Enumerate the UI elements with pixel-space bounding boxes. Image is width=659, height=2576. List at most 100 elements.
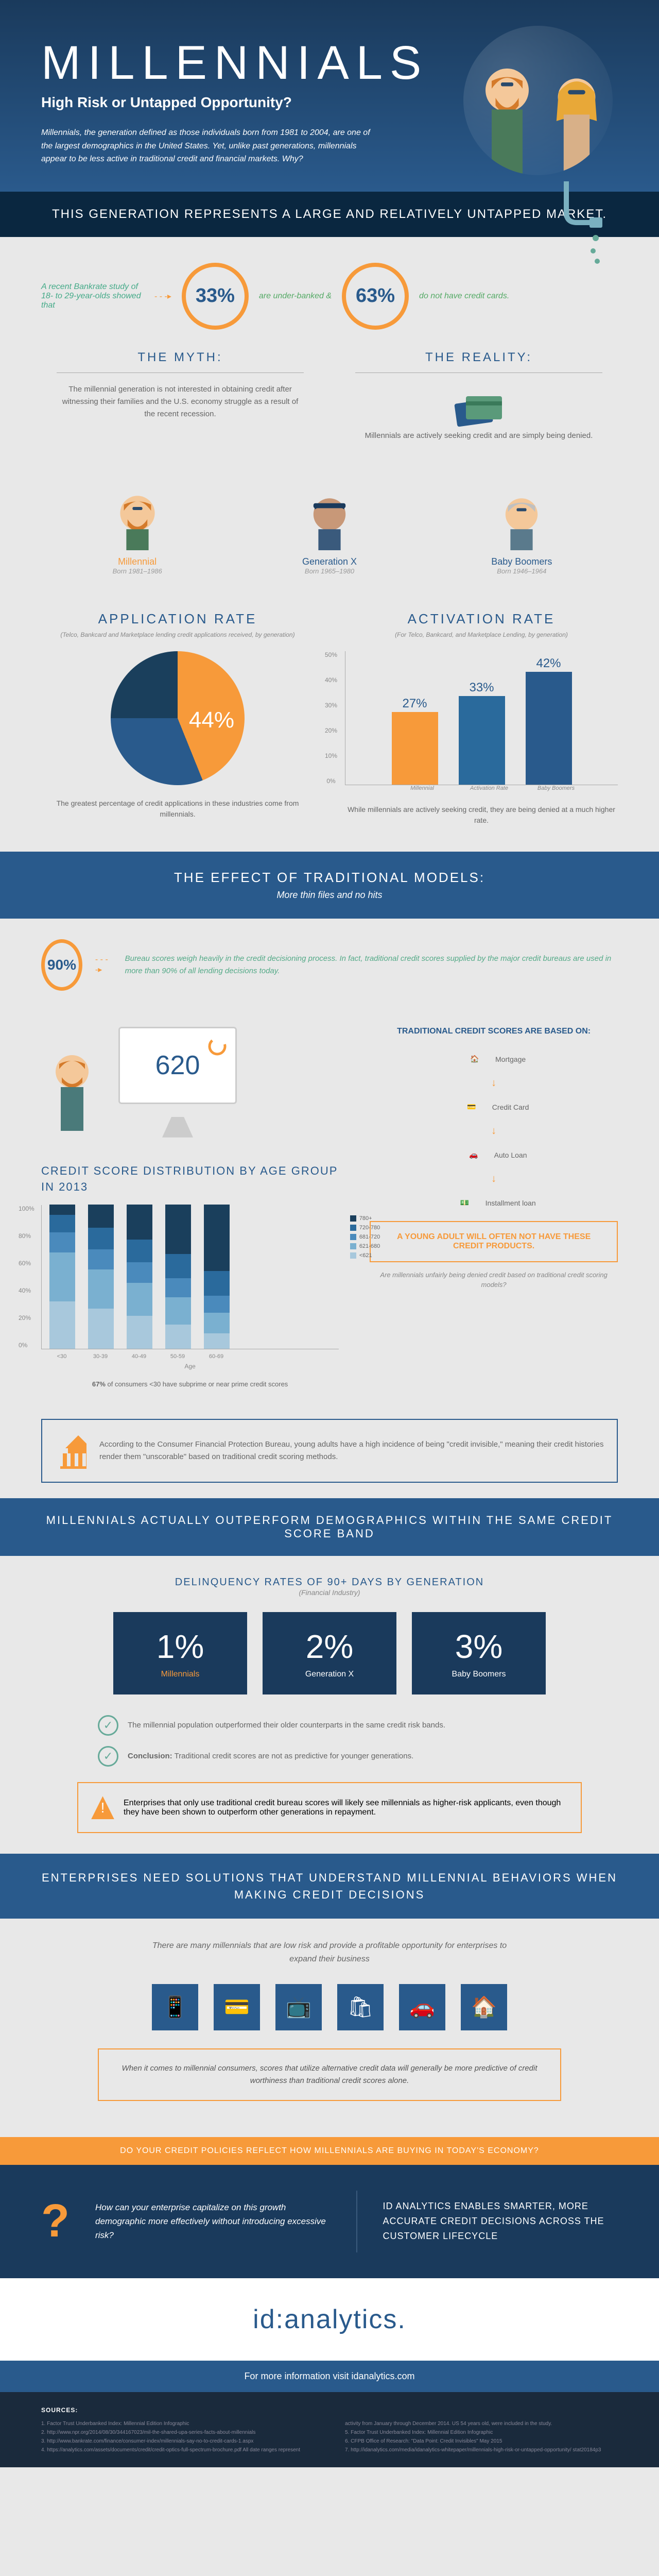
bar: 42%: [526, 672, 572, 784]
trad-item: 🏠Mortgage: [462, 1049, 526, 1070]
bar-value: 27%: [392, 697, 438, 711]
x-label: Activation Rate: [466, 785, 512, 791]
generation-0: MillennialBorn 1981–1986: [107, 488, 168, 575]
visit-band: For more information visit idanalytics.c…: [0, 2361, 659, 2392]
act-title: ACTIVATION RATE: [345, 611, 618, 627]
trad-item-label: Credit Card: [492, 1103, 529, 1111]
trad-item-icon: 💵: [452, 1193, 478, 1213]
ent-highlight-box: When it comes to millennial consumers, s…: [98, 2048, 561, 2101]
reality-box: THE REALITY: Millennials are actively se…: [340, 350, 618, 442]
pct-33: 33%: [182, 263, 249, 330]
avatar-icon: [107, 488, 168, 550]
warning-row: ! Enterprises that only use traditional …: [77, 1782, 582, 1833]
reality-text: Millennials are actively seeking credit …: [355, 430, 602, 442]
warning-icon: !: [91, 1796, 114, 1819]
faucet-icon: [556, 181, 608, 274]
age-label: <30: [49, 1353, 75, 1360]
infographic: MILLENNIALS High Risk or Untapped Opport…: [0, 0, 659, 2467]
cta-question: How can your enterprise capitalize on th…: [95, 2200, 331, 2243]
myth-box: THE MYTH: The millennial generation is n…: [41, 350, 319, 442]
generation-1: Generation XBorn 1965–1980: [299, 488, 360, 575]
question-mark-icon: ?: [41, 2195, 70, 2248]
trad-question: Are millennials unfairly being denied cr…: [370, 1270, 618, 1290]
dist-note: 67% of consumers <30 have subprime or ne…: [41, 1380, 339, 1388]
delinq-box: 3% Baby Boomers: [412, 1612, 546, 1694]
home-icon: 🏠: [461, 1984, 507, 2030]
arrow-down-icon: ↓: [491, 1125, 496, 1137]
myth-title: THE MYTH:: [57, 350, 304, 373]
act-caption: While millennials are actively seeking c…: [345, 804, 618, 826]
age-label: 40-49: [126, 1353, 152, 1360]
activation-rate: ACTIVATION RATE (For Telco, Bankcard, an…: [345, 611, 618, 826]
legend-item: 720-780: [350, 1225, 380, 1231]
stacked-bar: [127, 1205, 152, 1349]
myth-text: The millennial generation is not interes…: [57, 383, 304, 420]
x-label: Millennial: [399, 785, 445, 791]
bar-value: 42%: [526, 656, 572, 671]
tv-icon: 📺: [275, 1984, 322, 2030]
study-post: do not have credit cards.: [419, 292, 509, 301]
check-text-2: Conclusion: Traditional credit scores ar…: [128, 1751, 413, 1762]
gen-born: Born 1946–1964: [491, 567, 552, 575]
delinq-label: Baby Boomers: [438, 1670, 520, 1679]
delinq-box: 1%Millennials: [113, 1612, 247, 1694]
trad-item-label: Auto Loan: [494, 1151, 527, 1159]
effect-title: THE EFFECT OF TRADITIONAL MODELS:: [41, 870, 618, 886]
avatar-icon: [299, 488, 360, 550]
cta-section: ? How can your enterprise capitalize on …: [0, 2165, 659, 2278]
trad-title: TRADITIONAL CREDIT SCORES ARE BASED ON:: [370, 1027, 618, 1036]
hero-section: MILLENNIALS High Risk or Untapped Opport…: [0, 0, 659, 192]
credit-cards-icon: [450, 391, 507, 427]
trad-item-label: Mortgage: [495, 1055, 526, 1063]
check-text-1: The millennial population outperformed t…: [128, 1720, 445, 1732]
check-icon: ✓: [98, 1746, 118, 1767]
band-untapped: THIS GENERATION REPRESENTS A LARGE AND R…: [0, 192, 659, 237]
trad-item: 🚗 Auto Loan: [461, 1145, 527, 1165]
generation-2: Baby BoomersBorn 1946–1964: [491, 488, 552, 575]
outperform-header: MILLENNIALS ACTUALLY OUTPERFORM DEMOGRAP…: [0, 1498, 659, 1556]
gen-born: Born 1981–1986: [107, 567, 168, 575]
stacked-bar: [204, 1205, 230, 1349]
study-pre: A recent Bankrate study of 18- to 29-yea…: [41, 282, 144, 310]
cfpb-box: According to the Consumer Financial Prot…: [41, 1419, 618, 1483]
delinq-pct: 3%: [438, 1628, 520, 1666]
app-title: APPLICATION RATE: [41, 611, 314, 627]
car-icon: 🚗: [399, 1984, 445, 2030]
check-icon: ✓: [98, 1715, 118, 1736]
trad-item: 💳Credit Card: [459, 1097, 529, 1117]
bar: 33%: [459, 696, 505, 785]
credit-score: 620: [155, 1050, 200, 1081]
enterprise-section: There are many millennials that are low …: [0, 1919, 659, 2137]
pie-chart: 44%: [111, 651, 245, 785]
cfpb-text: According to the Consumer Financial Prot…: [99, 1438, 604, 1463]
stacked-bar: [49, 1205, 75, 1349]
study-mid: are under-banked &: [259, 292, 332, 301]
application-rate: APPLICATION RATE (Telco, Bankcard and Ma…: [41, 611, 314, 826]
arrow-down-icon: ↓: [491, 1173, 496, 1185]
phone-icon: 📱: [152, 1984, 198, 2030]
stacked-bar: [165, 1205, 191, 1349]
trad-item-icon: 🚗: [461, 1145, 487, 1165]
gen-name: Millennial: [107, 556, 168, 567]
stacked-bar: [88, 1205, 114, 1349]
enterprise-header: ENTERPRISES NEED SOLUTIONS THAT UNDERSTA…: [0, 1854, 659, 1919]
dist-title: CREDIT SCORE DISTRIBUTION BY AGE GROUP I…: [41, 1163, 339, 1195]
bar-value: 33%: [459, 681, 505, 695]
reality-title: THE REALITY:: [355, 350, 602, 373]
effect-header: THE EFFECT OF TRADITIONAL MODELS: More t…: [0, 852, 659, 919]
logo-section: id:analytics.: [0, 2278, 659, 2361]
pct-63: 63%: [342, 263, 409, 330]
warning-text: Enterprises that only use traditional cr…: [124, 1799, 568, 1817]
gen-name: Baby Boomers: [491, 556, 552, 567]
card-icon: 💳: [214, 1984, 260, 2030]
trad-highlight-box: A YOUNG ADULT WILL OFTEN NOT HAVE THESE …: [370, 1221, 618, 1262]
act-note: (For Telco, Bankcard, and Marketplace Le…: [345, 631, 618, 638]
sources-title: SOURCES:: [41, 2405, 618, 2415]
monitor-icon: 620: [118, 1027, 237, 1104]
bureau-text: Bureau scores weigh heavily in the credi…: [125, 953, 618, 977]
x-label: Baby Boomers: [533, 785, 579, 791]
hero-illustration: [463, 26, 613, 175]
delinq-title: DELINQUENCY RATES OF 90+ DAYS BY GENERAT…: [41, 1577, 618, 1588]
delinq-label: Millennials: [139, 1670, 221, 1679]
trad-flow: 🏠Mortgage↓💳Credit Card↓🚗Auto Loan↓💵Insta…: [370, 1049, 618, 1213]
